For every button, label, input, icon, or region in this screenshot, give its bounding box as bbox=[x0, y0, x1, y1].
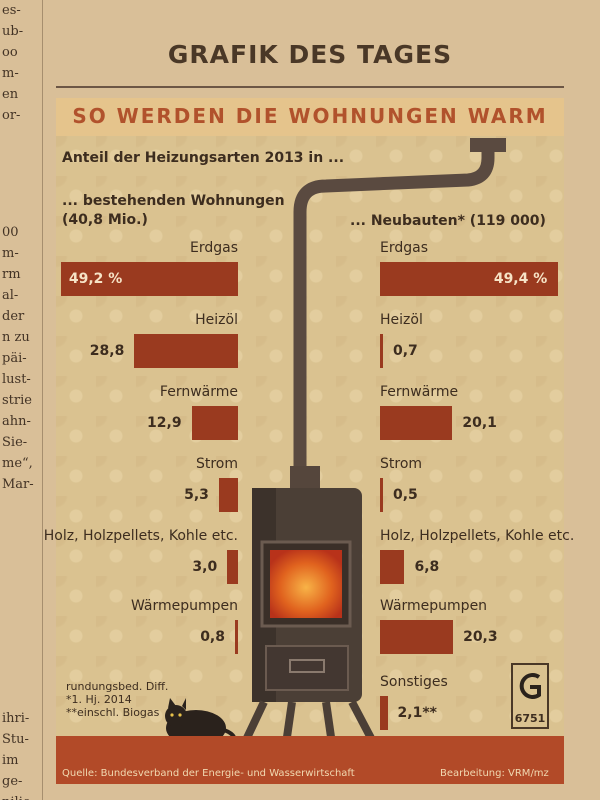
headline-text: SO WERDEN DIE WOHNUNGEN WARM bbox=[72, 104, 548, 128]
bar-new bbox=[380, 550, 405, 584]
category-label-left: Wärmepumpen bbox=[130, 598, 238, 614]
bar-new bbox=[380, 696, 388, 730]
footnote-3: **einschl. Biogas bbox=[66, 706, 160, 719]
value-label-new: 2,1** bbox=[397, 705, 437, 721]
footnotes: rundungsbed. Diff. *1. Hj. 2014 **einsch… bbox=[66, 680, 168, 719]
bar-existing bbox=[134, 334, 238, 368]
category-label-left: Heizöl bbox=[195, 312, 238, 328]
footnote-2: *1. Hj. 2014 bbox=[66, 693, 132, 706]
right-group-label: ... Neubauten* (119 000) bbox=[350, 212, 546, 231]
category-label-right: Erdgas bbox=[380, 240, 429, 256]
value-label-new: 20,3 bbox=[463, 629, 498, 645]
title-rule bbox=[56, 86, 564, 88]
margin-text-bottom: ihri- Stu- im ge- nilie bbox=[2, 711, 31, 800]
bar-new bbox=[380, 620, 454, 654]
footnote-1: rundungsbed. Diff. bbox=[66, 680, 169, 693]
left-group-line1: ... bestehenden Wohnungen bbox=[62, 193, 285, 209]
stove-leg bbox=[242, 700, 268, 742]
bar-new bbox=[380, 478, 383, 512]
bar-existing bbox=[60, 262, 238, 296]
cat-eye bbox=[170, 713, 174, 717]
stove-leg bbox=[348, 700, 376, 742]
category-label-right: Strom bbox=[380, 456, 423, 472]
chimney-pipe bbox=[293, 150, 495, 470]
value-label-new: 6,8 bbox=[414, 559, 440, 575]
right-group-line1: ... Neubauten* (119 000) bbox=[350, 213, 546, 229]
category-label-left: Erdgas bbox=[189, 240, 238, 256]
bar-existing bbox=[191, 406, 238, 440]
ash-drawer bbox=[265, 645, 349, 691]
fire-window bbox=[270, 550, 342, 618]
value-label-new: 49,4 % bbox=[493, 271, 548, 287]
category-label-left: Fernwärme bbox=[159, 384, 238, 400]
bar-new bbox=[380, 406, 453, 440]
value-label-existing: 0,8 bbox=[200, 629, 225, 645]
value-label-existing: 28,8 bbox=[89, 343, 125, 359]
bar-existing bbox=[227, 550, 238, 584]
headline-banner: SO WERDEN DIE WOHNUNGEN WARM bbox=[56, 98, 564, 136]
bar-existing bbox=[235, 620, 238, 654]
value-label-new: 20,1 bbox=[462, 415, 497, 431]
value-label-existing: 5,3 bbox=[184, 487, 209, 503]
bar-new bbox=[380, 262, 558, 296]
adjacent-column-text: es- ub- oo m- en or- 00 m- rm al- der n … bbox=[0, 0, 42, 800]
credit-text: Bearbeitung: VRM/mz bbox=[440, 768, 549, 779]
category-label-right: Wärmepumpen bbox=[380, 598, 488, 614]
value-label-existing: 12,9 bbox=[147, 415, 182, 431]
bar-new bbox=[380, 334, 383, 368]
source-text: Quelle: Bundesverband der Energie- und W… bbox=[62, 768, 355, 779]
value-label-new: 0,5 bbox=[393, 487, 418, 503]
chart-subtitle: Anteil der Heizungsarten 2013 in ... bbox=[62, 150, 345, 166]
g-logo-icon bbox=[519, 673, 541, 699]
agency-logo: 6751 bbox=[511, 663, 549, 729]
margin-text-mid: 00 m- rm al- der n zu päi- lust- strie a… bbox=[2, 225, 34, 492]
category-label-right: Fernwärme bbox=[380, 384, 459, 400]
chimney-top bbox=[470, 138, 506, 152]
graphic-title: GRAFIK DES TAGES bbox=[167, 40, 453, 69]
category-label-left: Strom bbox=[195, 456, 238, 472]
value-label-existing: 49,2 % bbox=[68, 271, 123, 287]
cat-head bbox=[165, 705, 187, 727]
logo-code: 6751 bbox=[514, 712, 546, 725]
category-label-right: Sonstiges bbox=[380, 674, 448, 690]
margin-text-top: es- ub- oo m- en or- bbox=[2, 3, 24, 123]
left-group-line2: (40,8 Mio.) bbox=[62, 212, 148, 228]
category-label-right: Holz, Holzpellets, Kohle etc. bbox=[380, 528, 575, 544]
value-label-existing: 3,0 bbox=[192, 559, 218, 575]
column-divider bbox=[42, 0, 43, 800]
category-label-left: Holz, Holzpellets, Kohle etc. bbox=[43, 528, 238, 544]
left-group-label: ... bestehenden Wohnungen (40,8 Mio.) bbox=[62, 192, 285, 230]
cat-ears bbox=[168, 698, 186, 710]
cat-eye bbox=[178, 713, 182, 717]
drawer-handle bbox=[289, 659, 325, 673]
value-label-new: 0,7 bbox=[393, 343, 418, 359]
category-label-right: Heizöl bbox=[380, 312, 423, 328]
footer-band bbox=[56, 736, 564, 784]
bar-existing bbox=[218, 478, 238, 512]
